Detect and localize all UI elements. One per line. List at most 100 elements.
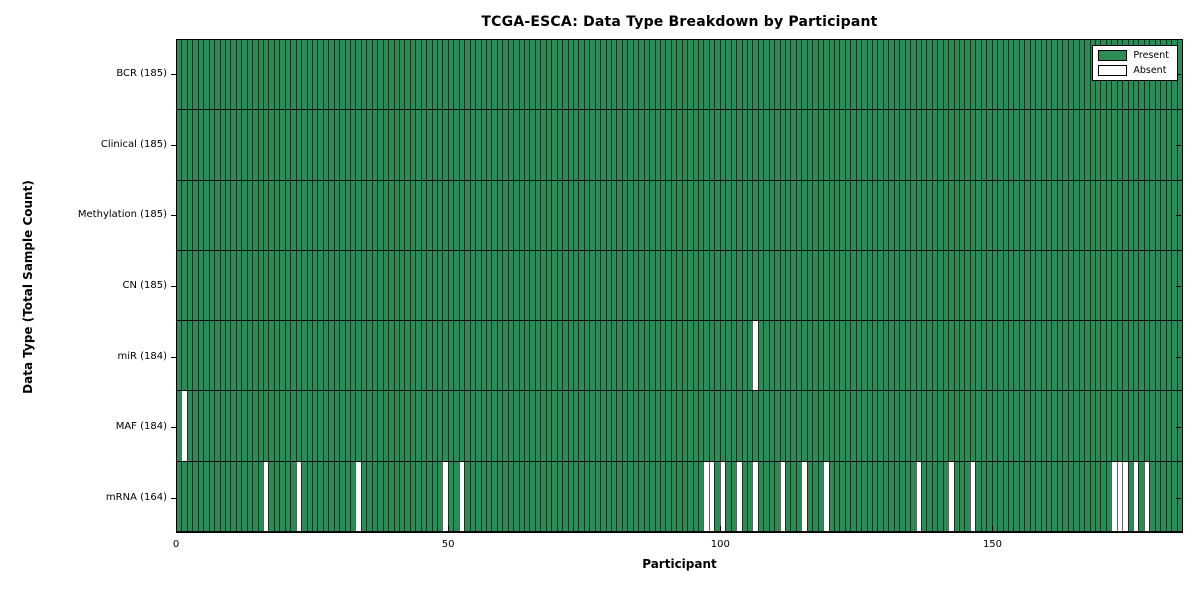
cell-present [177,321,182,391]
cell-present [192,250,198,321]
cell-present [687,391,693,461]
cell-present [529,391,535,461]
cell-present [420,321,427,391]
cell-present [447,391,454,461]
cell-present [844,391,851,461]
cell-present [279,110,285,180]
cell-present [931,250,938,321]
cell-present [948,180,954,250]
cell-absent [295,461,302,531]
x-tick-label: 50 [441,539,455,550]
cell-present [899,321,905,391]
cell-present [801,321,807,391]
cell-present [1122,391,1128,461]
cell-present [746,110,753,180]
cell-present [910,391,916,461]
cell-present [730,40,737,110]
cell-present [382,391,389,461]
cell-absent [1111,461,1117,531]
cell-present [828,391,834,461]
cell-present [920,391,927,461]
x-tick-label: 0 [172,539,180,550]
cell-present [594,461,601,531]
cell-present [594,180,601,250]
y-tick-label-maf: MAF (184) [115,421,167,433]
cell-present [572,461,579,531]
cell-present [975,110,981,180]
cell-present [458,250,465,321]
absent-swatch [1098,65,1128,76]
y-tick-mark-right [1176,74,1181,75]
cell-present [681,250,688,321]
cell-present [252,40,258,110]
cell-present [616,40,622,110]
cell-present [959,180,965,250]
cell-present [687,461,693,531]
cell-present [953,110,959,180]
cell-present [823,391,829,461]
cell-present [1046,110,1052,180]
cell-present [670,40,677,110]
cell-present [480,250,486,321]
cell-present [785,250,791,321]
cell-present [263,391,269,461]
cell-present [654,250,660,321]
cell-present [719,110,726,180]
cell-present [964,250,970,321]
cell-present [290,391,296,461]
cell-present [692,110,698,180]
cell-present [937,391,943,461]
cell-present [600,391,606,461]
cell-present [502,391,508,461]
cell-present [382,461,389,531]
cell-present [524,461,530,531]
cell-present [360,110,367,180]
cell-present [1024,461,1030,531]
cell-present [991,461,998,531]
cell-present [997,321,1003,391]
cell-present [801,250,807,321]
cell-present [437,250,443,321]
cell-present [915,110,921,180]
cell-present [649,391,655,461]
cell-present [507,40,514,110]
cell-present [910,250,916,321]
cell-present [578,180,584,250]
cell-present [611,391,617,461]
cell-present [567,250,573,321]
cell-present [279,321,285,391]
cell-present [219,321,225,391]
cell-present [333,461,340,531]
cell-present [975,40,981,110]
chart-title: TCGA-ESCA: Data Type Breakdown by Partic… [481,14,878,30]
cell-present [605,250,611,321]
cell-present [409,250,416,321]
cell-present [524,40,530,110]
cell-present [551,180,557,250]
cell-present [670,180,677,250]
cell-present [235,250,242,321]
cell-present [447,180,454,250]
cell-present [942,391,949,461]
cell-present [833,250,840,321]
cell-present [263,40,269,110]
cell-present [485,461,492,531]
cell-present [708,321,715,391]
cell-present [1046,321,1052,391]
cell-absent [969,461,976,531]
cell-present [230,250,236,321]
cell-present [415,180,421,250]
cell-present [268,180,274,250]
cell-present [366,321,372,391]
cell-present [1078,180,1085,250]
cell-present [437,110,443,180]
cell-present [322,180,329,250]
cell-present [991,250,998,321]
cell-present [507,110,514,180]
cell-present [1040,250,1046,321]
cell-present [785,391,791,461]
cell-present [1149,461,1155,531]
cell-present [257,391,263,461]
cell-present [529,461,535,531]
cell-present [382,321,389,391]
